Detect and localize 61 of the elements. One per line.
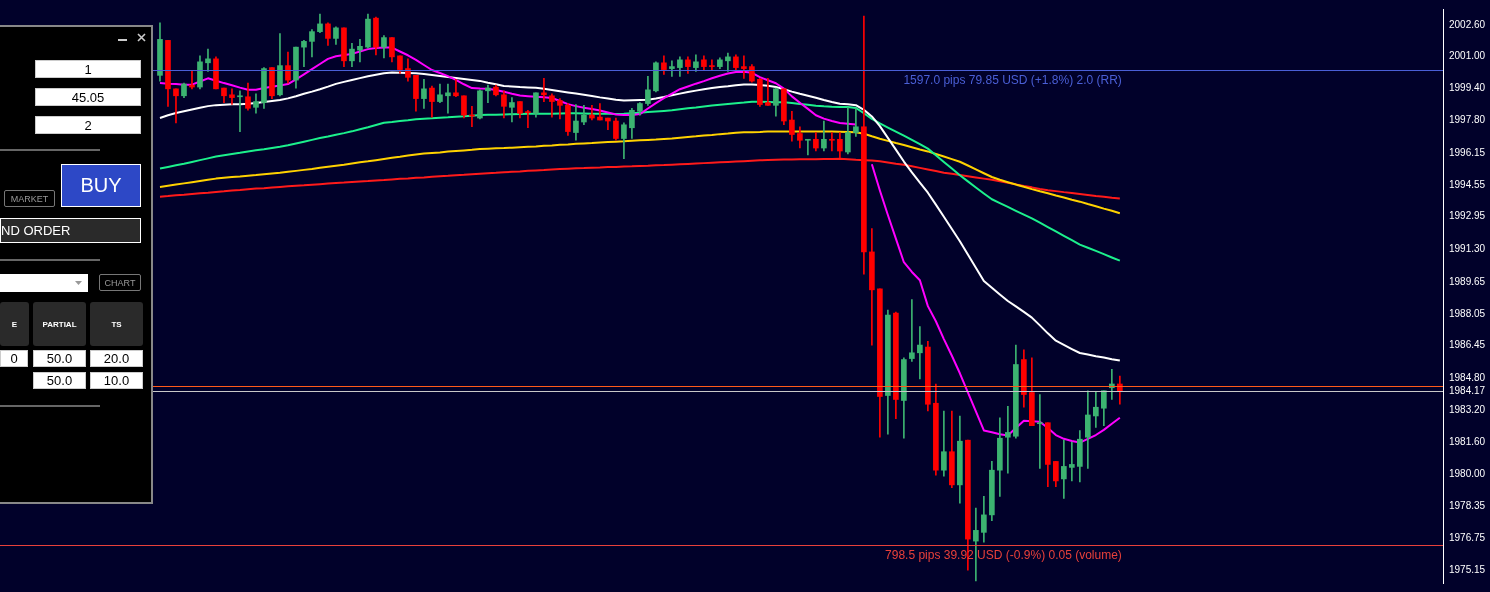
candlestick <box>1069 441 1075 482</box>
candlestick <box>1061 439 1067 499</box>
candlestick <box>301 40 307 67</box>
candlestick <box>973 507 979 582</box>
candlestick <box>829 132 835 152</box>
text: PARTIAL <box>33 302 86 346</box>
candlestick <box>853 107 859 137</box>
y-tick-label: 1999.40 <box>1449 82 1486 94</box>
candlestick <box>1093 391 1099 428</box>
text: ND ORDER <box>0 218 141 243</box>
text: 2 <box>35 116 141 134</box>
text: 0 <box>0 350 28 367</box>
y-tick-label: 1994.55 <box>1449 178 1486 190</box>
y-tick-label: 1984.17 <box>1449 384 1486 396</box>
y-tick-label: 2001.00 <box>1449 50 1486 62</box>
candlestick <box>237 90 243 132</box>
candlestick <box>525 109 531 129</box>
y-tick-label: 1984.80 <box>1449 372 1486 384</box>
y-tick-label: 1991.30 <box>1449 243 1486 255</box>
candlestick <box>805 138 811 156</box>
candlestick <box>765 77 771 106</box>
y-tick-label: 1988.05 <box>1449 307 1486 319</box>
candlestick <box>909 299 915 362</box>
candlestick <box>205 48 211 72</box>
candlestick <box>725 52 731 72</box>
text: E <box>0 302 29 346</box>
candlestick <box>509 97 515 123</box>
y-tick-label: 1983.20 <box>1449 403 1486 415</box>
y-tick-label: 1975.15 <box>1449 563 1486 575</box>
candlestick <box>453 78 459 98</box>
y-tick-label: 1976.75 <box>1449 532 1486 544</box>
text: TS <box>90 302 143 346</box>
text: CHART <box>99 274 141 291</box>
text: BUY <box>61 164 141 207</box>
candlestick <box>357 39 363 63</box>
ref-line-label: 1597.0 pips 79.85 USD (+1.8%) 2.0 (RR) <box>903 72 1122 87</box>
candlestick <box>445 83 451 114</box>
candlestick <box>541 77 547 102</box>
candlestick <box>741 55 747 79</box>
candlestick <box>1005 405 1011 474</box>
text: 45.05 <box>35 88 141 106</box>
text: 1 <box>35 60 141 78</box>
y-tick-label: 1978.35 <box>1449 500 1486 512</box>
y-tick-label: 1986.45 <box>1449 339 1486 351</box>
y-tick-label: 1996.15 <box>1449 146 1486 158</box>
text: 20.0 <box>90 350 143 367</box>
y-tick-label: 2002.60 <box>1449 18 1486 30</box>
candlestick <box>709 59 715 70</box>
text: 10.0 <box>90 372 143 389</box>
y-tick-label: 1981.60 <box>1449 435 1486 447</box>
y-tick-label: 1997.80 <box>1449 113 1486 125</box>
text: MARKET <box>4 190 55 207</box>
y-tick-label: 1980.00 <box>1449 467 1486 479</box>
y-tick-label: 1989.65 <box>1449 275 1486 287</box>
candlestick <box>485 84 491 103</box>
candlestick <box>173 88 179 124</box>
text: 50.0 <box>33 350 86 367</box>
text: 50.0 <box>33 372 86 389</box>
candlestick <box>1037 394 1043 469</box>
candlestick <box>917 326 923 380</box>
y-tick-label: 1992.95 <box>1449 210 1486 222</box>
